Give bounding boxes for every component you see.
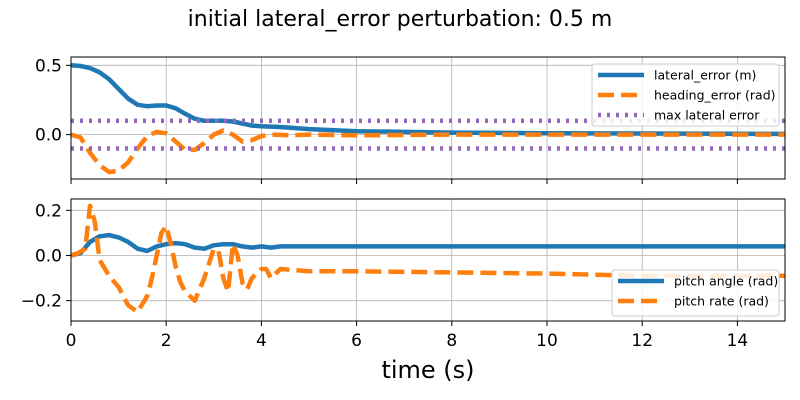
y-tick-label: 0.0 [35, 126, 62, 146]
x-axis-label: time (s) [381, 356, 474, 384]
legend: pitch angle (rad) pitch rate (rad) [611, 269, 780, 317]
x-tick-label: 14 [727, 331, 749, 351]
axes-frame [70, 198, 786, 322]
panels: 0.0 0.5 lateral_error (m) heading_error (ra… [21, 56, 786, 384]
x-tick-label: 12 [631, 331, 653, 351]
legend: lateral_error (m) heading_error (rad) max … [591, 63, 780, 127]
legend-label: pitch rate (rad) [674, 294, 769, 309]
series-group [71, 203, 785, 315]
legend-label: max lateral error [654, 108, 760, 123]
series-line-1 [71, 232, 785, 258]
figure-title: initial lateral_error perturbation: 0.5 … [188, 7, 613, 32]
y-tick-label: 0.5 [35, 56, 62, 76]
chart-panel-2: 0 2 4 6 8 10 12 14 −0.2 0.0 0.2 time (s) pitch angle… [21, 198, 786, 384]
chart-panel-1: 0.0 0.5 lateral_error (m) heading_error (ra… [35, 56, 786, 184]
series-line-2 [71, 203, 785, 315]
x-tick-label: 0 [66, 331, 77, 351]
y-tick-label: −0.2 [21, 292, 62, 312]
x-tick-label: 4 [256, 331, 267, 351]
x-tick-label: 10 [536, 331, 558, 351]
legend-box [591, 63, 780, 127]
y-tick-label: 0.2 [35, 201, 62, 221]
legend-label: lateral_error (m) [654, 68, 756, 83]
x-tick-label: 2 [161, 331, 172, 351]
y-tick-label: 0.0 [35, 246, 62, 266]
series-line-2 [71, 128, 785, 175]
series-line-1 [71, 63, 785, 137]
legend-label: pitch angle (rad) [674, 274, 778, 289]
axes-frame [70, 56, 786, 180]
x-tick-label: 6 [351, 331, 362, 351]
legend-label: heading_error (rad) [654, 88, 776, 103]
x-tick-label: 8 [446, 331, 457, 351]
